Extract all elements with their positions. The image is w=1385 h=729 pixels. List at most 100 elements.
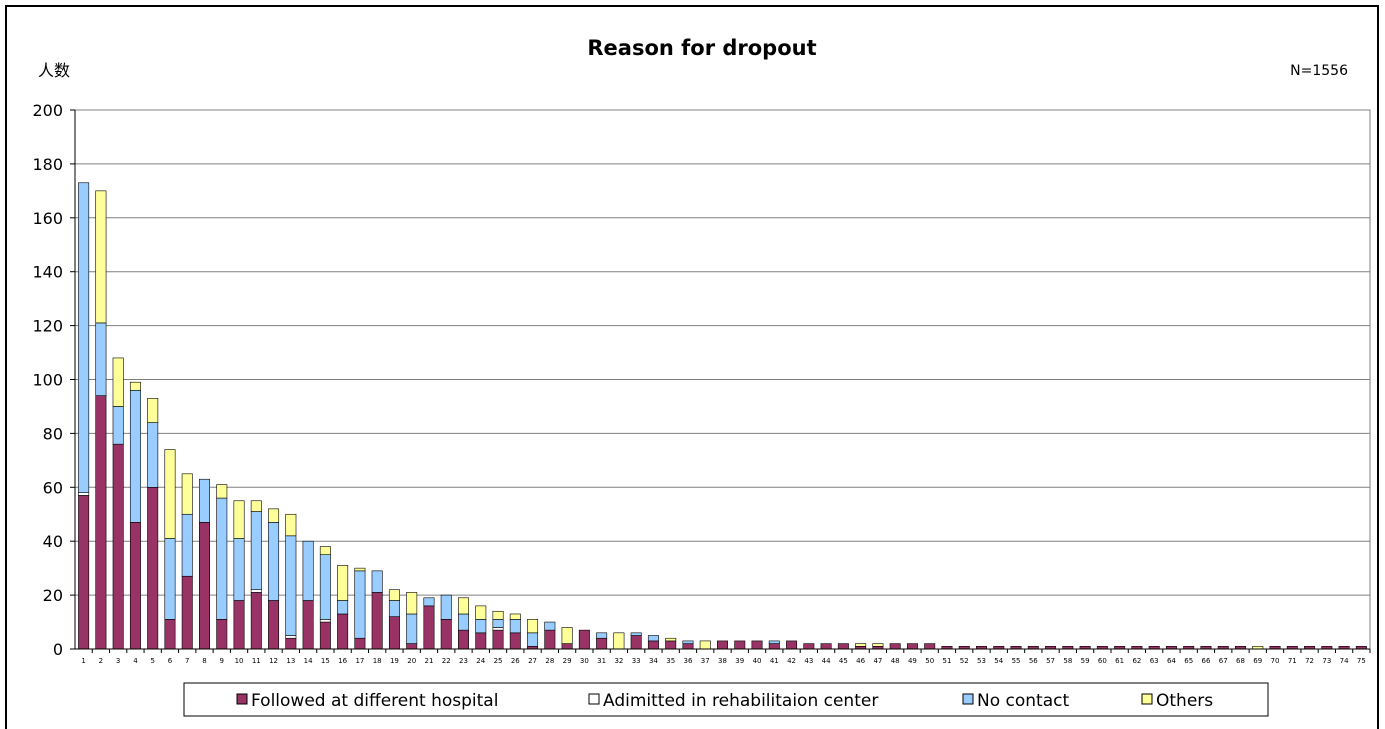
bar-segment-series-3-cat-25 [492,610,504,620]
bar-segment-series-0-cat-33 [630,635,642,650]
legend-box [183,682,1269,717]
bar-segment-series-2-cat-6 [164,538,176,620]
y-tick-label: 160 [32,209,63,228]
y-tick-label: 0 [53,640,63,659]
x-tick-label: 66 [1202,657,1211,665]
y-tick-label: 120 [32,317,63,336]
bar-segment-series-2-cat-20 [406,613,418,644]
x-tick-label: 51 [943,657,952,665]
y-tick-label: 20 [43,586,63,605]
x-tick-label: 11 [252,657,261,665]
x-tick-label: 21 [425,657,434,665]
x-tick-label: 36 [684,657,693,665]
x-tick-label: 25 [494,657,503,665]
x-tick-label: 15 [321,657,330,665]
x-tick-label: 46 [856,657,865,665]
bar-segment-series-3-cat-46 [855,643,867,647]
sample-size-note: N=1556 [1290,63,1348,79]
x-tick-label: 39 [735,657,744,665]
x-tick-label: 59 [1081,657,1090,665]
x-tick-label: 40 [753,657,762,665]
x-tick-label: 10 [235,657,244,665]
x-tick-label: 9 [220,657,224,665]
bar-segment-series-2-cat-34 [647,635,659,642]
bar-segment-series-0-cat-6 [164,619,176,650]
legend-swatch-others [1141,693,1153,705]
bar-segment-series-2-cat-33 [630,632,642,636]
bar-segment-series-3-cat-35 [665,637,677,642]
bar-segment-series-3-cat-5 [147,398,159,423]
x-tick-label: 52 [960,657,969,665]
bar-segment-series-0-cat-11 [250,592,262,650]
legend-item-rehabilitation: Adimitted in rehabilitaion center [588,691,878,711]
x-tick-label: 53 [977,657,986,665]
x-tick-label: 56 [1029,657,1038,665]
bar-segment-series-2-cat-22 [440,594,452,620]
bar-segment-series-0-cat-7 [181,575,193,650]
y-axis-label: 人数 [38,61,70,80]
x-tick-label: 45 [839,657,848,665]
legend-swatch-rehabilitation [588,693,600,705]
x-tick-label: 54 [994,657,1003,665]
x-tick-label: 35 [666,657,675,665]
bar-segment-series-2-cat-21 [423,597,435,607]
bar-segment-series-3-cat-23 [458,597,469,615]
legend-item-no-contact: No contact [962,691,1069,711]
bar-segment-series-3-cat-13 [285,513,297,537]
bar-segment-series-2-cat-13 [285,535,297,636]
bar-segment-series-0-cat-44 [820,643,832,650]
bar-segment-series-0-cat-9 [216,619,228,650]
bar-segment-series-2-cat-5 [147,422,159,488]
x-tick-label: 6 [168,657,173,665]
bar-segment-series-0-cat-22 [440,619,452,650]
bar-segment-series-0-cat-17 [354,637,366,650]
bar-segment-series-2-cat-11 [250,511,262,591]
y-tick-label: 80 [43,424,63,443]
legend-swatch-followed [236,693,248,705]
bar-segment-series-0-cat-38 [717,640,728,650]
bar-segment-series-0-cat-12 [268,600,280,650]
bar-segment-series-2-cat-31 [596,632,608,639]
chart-title: Reason for dropout [587,36,816,60]
x-tick-label: 27 [528,657,537,665]
x-tick-label: 19 [390,657,399,665]
bar-segment-series-0-cat-50 [924,643,936,650]
bar-segment-series-2-cat-27 [527,632,539,647]
bar-segment-series-3-cat-16 [337,565,349,601]
bar-segment-series-0-cat-29 [561,643,573,650]
bar-segment-series-0-cat-24 [475,632,487,650]
bar-segment-series-0-cat-26 [509,632,521,650]
y-tick-labels: 0 20 40 60 80 100 120 140 160 180 200 [32,101,75,659]
bar-segment-series-2-cat-1 [78,182,90,493]
x-tick-label: 73 [1322,657,1331,665]
legend-label-rehabilitation: Adimitted in rehabilitaion center [603,691,878,711]
bar-segment-series-3-cat-11 [250,500,262,512]
bar-segment-series-2-cat-3 [112,406,124,445]
bar-segment-series-0-cat-34 [647,640,659,650]
legend-label-followed: Followed at different hospital [251,691,498,711]
chart-frame [5,5,1379,729]
x-tick-label: 64 [1167,657,1176,665]
bar-segment-series-0-cat-8 [199,522,210,650]
bar-segment-series-0-cat-39 [734,640,746,650]
bar-segment-series-0-cat-21 [423,605,435,650]
bar-segment-series-2-cat-12 [268,522,280,601]
x-tick-label: 23 [459,657,468,665]
bar-segment-series-2-cat-23 [458,613,469,631]
x-tick-label: 8 [202,657,206,665]
x-tick-label: 26 [511,657,520,665]
bar-segment-series-0-cat-4 [129,522,141,650]
bar-segment-series-0-cat-18 [371,592,383,650]
x-tick-label: 14 [304,657,313,665]
x-tick-label: 30 [580,657,589,665]
bar-segment-series-0-cat-1 [78,495,90,650]
bar-segment-series-0-cat-15 [319,621,331,650]
bar-segment-series-0-cat-40 [751,640,763,650]
bar-segment-series-3-cat-24 [475,605,487,620]
bar-segment-series-3-cat-19 [388,589,400,601]
bar-segment-series-3-cat-12 [268,508,280,523]
bar-segment-series-0-cat-20 [406,643,418,650]
bar-segment-series-1-cat-15 [319,619,331,623]
bar-segment-series-0-cat-28 [544,629,556,650]
x-tick-label: 48 [891,657,900,665]
